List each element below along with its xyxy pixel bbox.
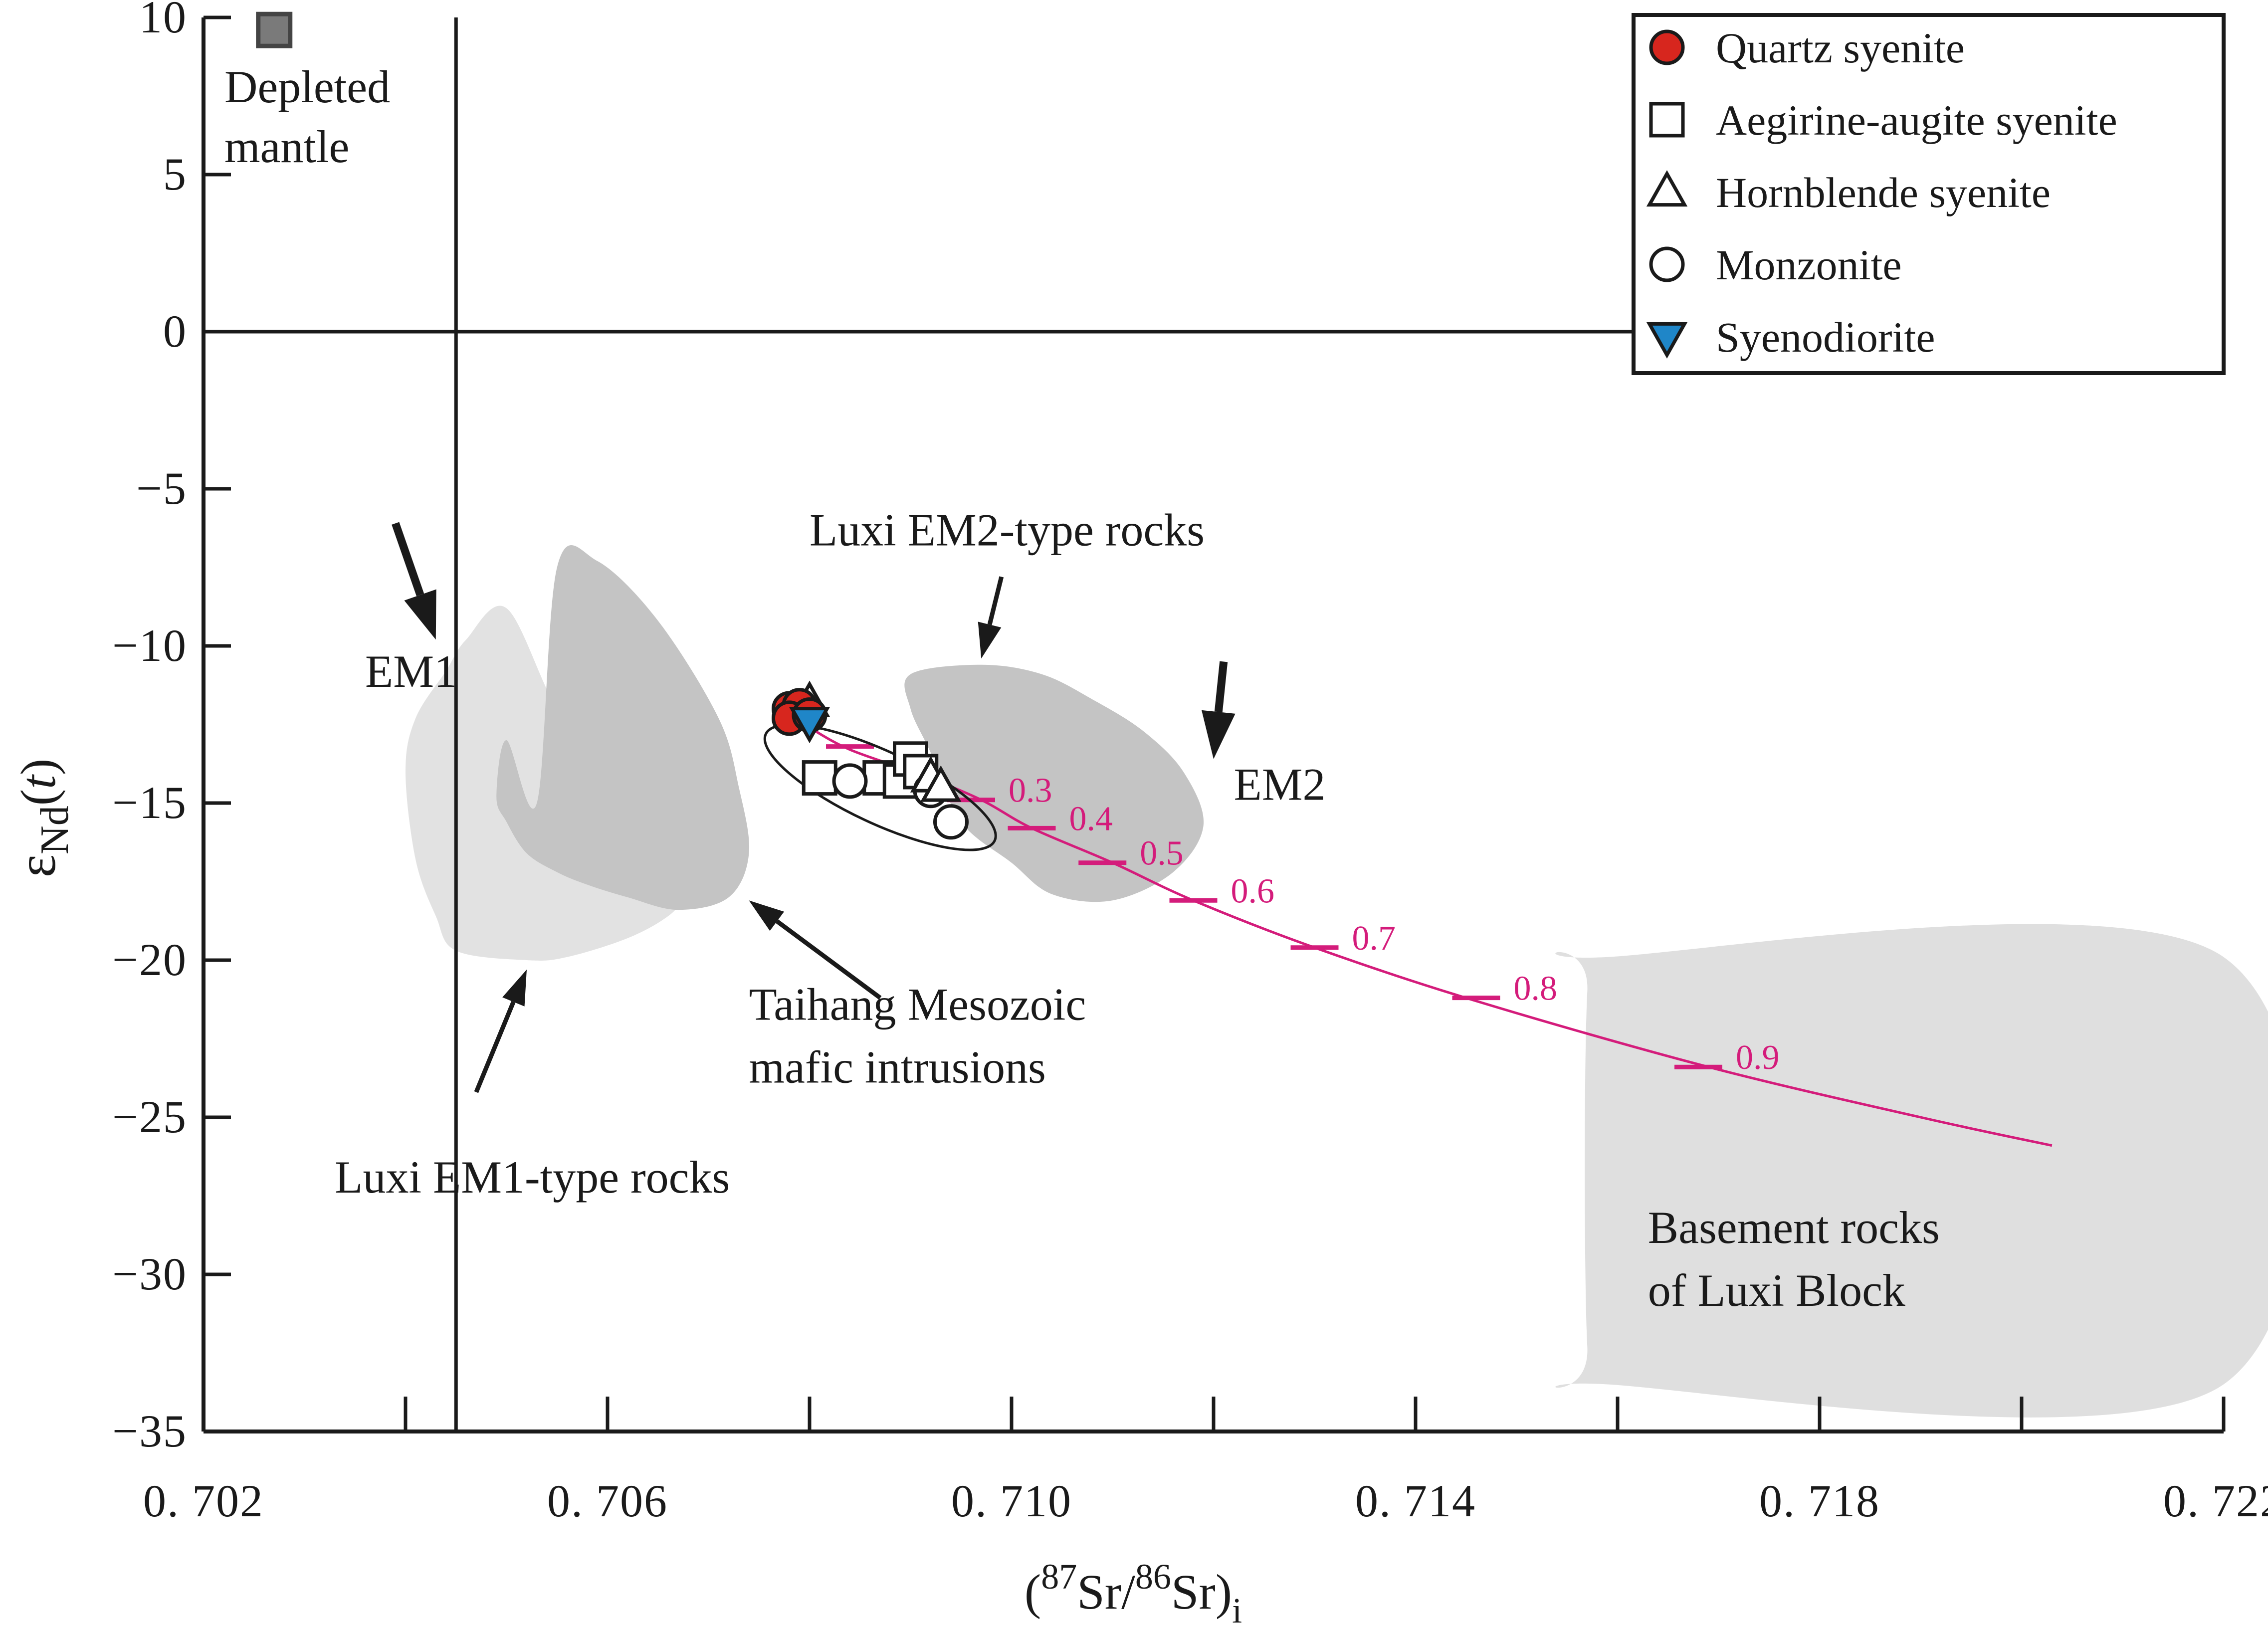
- legend-label: Monzonite: [1716, 241, 1902, 289]
- y-axis-title-open: (: [10, 789, 66, 806]
- y-tick-label: −15: [112, 777, 187, 828]
- field-taihang: [496, 545, 750, 910]
- point-monzonite: [933, 804, 969, 840]
- depleted-mantle-label: mantle: [224, 121, 349, 172]
- point-monzonite: [832, 763, 868, 799]
- point-aegirine-augite-syenite: [802, 760, 837, 796]
- legend-label: Aegirine-augite syenite: [1716, 96, 2117, 144]
- x-tick-label: 0. 710: [951, 1475, 1072, 1526]
- y-tick-label: 5: [163, 149, 187, 200]
- legend-label: Hornblende syenite: [1716, 169, 2051, 216]
- annotation-label: Luxi EM2-type rocks: [810, 504, 1205, 555]
- y-axis-title-symbol: ε: [6, 854, 67, 877]
- legend-label: Syenodiorite: [1716, 313, 1935, 361]
- arrow-shaft: [474, 1001, 516, 1093]
- arrow-shaft: [776, 919, 882, 1000]
- legend-marker: [1646, 322, 1688, 359]
- y-tick-label: −30: [112, 1248, 187, 1299]
- legend-marker: [1649, 246, 1685, 282]
- legend-marker: [1649, 29, 1685, 65]
- field-luxi-em2: [904, 664, 1204, 902]
- y-tick-label: 10: [139, 0, 187, 42]
- x-tick-label: 0. 722: [2163, 1475, 2268, 1526]
- x-tick-label: 0. 706: [547, 1475, 668, 1526]
- x-tick-label: 0. 718: [1759, 1475, 1880, 1526]
- depleted-mantle-marker: [256, 11, 293, 48]
- data-points: [256, 11, 997, 851]
- arrow-head: [978, 621, 1002, 659]
- annotation-label: mafic intrusions: [749, 1042, 1046, 1093]
- mixing-tick-label: 0.7: [1352, 919, 1396, 958]
- y-tick-label: −10: [112, 620, 187, 671]
- arrow-shaft: [987, 576, 1004, 625]
- mixing-tick-label: 0.5: [1140, 834, 1184, 873]
- annotation-label: Basement rocks: [1648, 1202, 1940, 1253]
- reference-fields: [406, 545, 2268, 1418]
- point-hornblende-syenite: [920, 765, 962, 802]
- x-axis-title-sub: i: [1232, 1591, 1242, 1631]
- mixing-tick-label: 0.3: [1009, 772, 1052, 810]
- x-axis-title-sup1: 87: [1041, 1557, 1077, 1597]
- y-axis-title-close: ): [10, 759, 66, 775]
- y-tick-label: −5: [136, 463, 187, 514]
- annotation-label: Taihang Mesozoic: [749, 979, 1086, 1030]
- arrow-head: [749, 900, 785, 931]
- y-tick-label: −35: [112, 1406, 187, 1456]
- depleted-mantle-label: Depleted: [224, 61, 390, 112]
- mixing-tick-label: 0.9: [1736, 1038, 1780, 1077]
- arrow-head: [502, 969, 527, 1007]
- legend-marker: [1646, 170, 1688, 207]
- annotation-label: Luxi EM1-type rocks: [335, 1152, 730, 1203]
- arrow-shaft: [392, 522, 424, 597]
- arrow-head: [1201, 710, 1236, 759]
- reference-lines: [204, 17, 1634, 1431]
- annotations: Depleted mantle EM1 EM2 Luxi EM2-type rocks T…: [224, 61, 1940, 1316]
- legend: Quartz syenite Aegirine-augite syenite Hor…: [1632, 13, 2226, 375]
- annotation-label: EM1: [365, 646, 457, 697]
- y-tick-label: −25: [112, 1091, 187, 1142]
- arrow-head: [404, 589, 436, 640]
- x-tick-label: 0. 714: [1355, 1475, 1476, 1526]
- x-axis-title-end: Sr): [1171, 1564, 1232, 1620]
- mixing-tick-label: 0.6: [1231, 872, 1275, 910]
- y-axis-title: εNd(t): [6, 759, 77, 877]
- y-tick-label: 0: [163, 306, 187, 357]
- legend-marker: [1649, 102, 1685, 138]
- annotation-label: EM2: [1234, 759, 1326, 810]
- legend-label: Quartz syenite: [1716, 24, 1965, 72]
- x-axis-title-open: (: [1025, 1564, 1041, 1620]
- x-axis-title: (87Sr/86Sr)i: [1025, 1557, 1242, 1631]
- y-axis-title-sub: Nd: [33, 806, 77, 854]
- mixing-tick-label: 0.4: [1069, 800, 1113, 838]
- x-axis-title-sup2: 86: [1135, 1557, 1171, 1597]
- y-axis-title-arg: t: [10, 774, 66, 789]
- field-basement: [1555, 924, 2268, 1418]
- annotation-label: of Luxi Block: [1648, 1265, 1905, 1316]
- legend-box: [1632, 13, 2226, 375]
- point-syenodiorite: [789, 707, 830, 744]
- x-tick-label: 0. 702: [143, 1475, 264, 1526]
- axes: 0. 702 0. 706 0. 710 0. 714 0. 718 0. 722 10 5 0…: [112, 0, 2268, 1526]
- mixing-tick-label: 0.8: [1514, 970, 1558, 1008]
- arrow-shaft: [1214, 661, 1228, 713]
- y-tick-label: −20: [112, 934, 187, 985]
- x-axis-title-mid: Sr/: [1077, 1564, 1135, 1620]
